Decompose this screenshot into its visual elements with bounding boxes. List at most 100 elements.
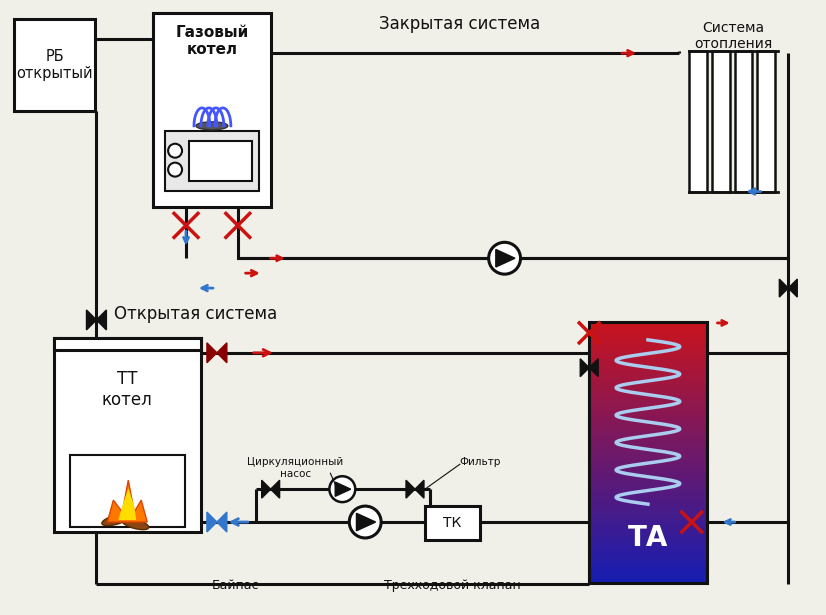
Bar (589, 411, 707, 417)
Polygon shape (262, 480, 271, 498)
Bar (589, 416, 707, 422)
Bar (589, 458, 707, 464)
Bar (589, 353, 707, 359)
Polygon shape (788, 279, 797, 297)
Bar (589, 567, 707, 573)
Bar (589, 504, 707, 510)
Polygon shape (217, 343, 227, 363)
Polygon shape (118, 488, 136, 520)
Bar (589, 395, 707, 401)
Polygon shape (780, 279, 788, 297)
Text: Система
отопления: Система отопления (695, 22, 772, 52)
Bar (589, 369, 707, 375)
Ellipse shape (102, 514, 129, 526)
Bar (589, 363, 707, 370)
Polygon shape (87, 310, 97, 330)
Polygon shape (97, 310, 107, 330)
Polygon shape (217, 512, 227, 532)
Polygon shape (207, 512, 217, 532)
Bar (54, 338, 201, 350)
Bar (589, 494, 707, 500)
Bar (589, 384, 707, 391)
Bar (712, 51, 729, 191)
Bar (589, 552, 707, 558)
Bar (589, 322, 707, 328)
Text: Открытая система: Открытая система (114, 305, 278, 323)
Text: ТА: ТА (628, 525, 668, 552)
Bar (589, 510, 707, 516)
Bar (589, 338, 707, 344)
Text: Газовый
котел: Газовый котел (175, 25, 249, 57)
Text: РБ
открытый: РБ открытый (17, 49, 93, 81)
Text: Закрытая система: Закрытая система (379, 15, 540, 33)
Bar (589, 468, 707, 474)
Polygon shape (357, 514, 376, 531)
Text: Циркуляционный
насос: Циркуляционный насос (248, 458, 344, 479)
Circle shape (169, 144, 182, 157)
Bar (589, 462, 707, 469)
Bar (589, 483, 707, 490)
Bar (425, 506, 480, 540)
Polygon shape (415, 480, 424, 498)
Bar (589, 557, 707, 563)
Text: ТТ
котел: ТТ котел (102, 370, 153, 409)
Bar (734, 51, 752, 191)
Bar (589, 453, 707, 459)
Bar (189, 141, 252, 181)
Bar (589, 577, 707, 584)
Circle shape (489, 242, 520, 274)
Bar (589, 332, 707, 339)
Bar (14, 19, 96, 111)
Bar (589, 359, 707, 365)
Circle shape (349, 506, 381, 538)
Polygon shape (496, 250, 515, 267)
Bar (165, 131, 259, 191)
Bar (153, 14, 271, 207)
Polygon shape (207, 343, 217, 363)
Bar (589, 515, 707, 521)
Circle shape (169, 162, 182, 177)
Bar (589, 437, 707, 443)
Bar (689, 51, 707, 191)
Bar (589, 442, 707, 448)
Polygon shape (580, 359, 589, 376)
Bar (589, 405, 707, 411)
Bar (589, 536, 707, 542)
Ellipse shape (121, 518, 149, 530)
Bar (589, 541, 707, 547)
Bar (589, 426, 707, 432)
Bar (757, 51, 776, 191)
Bar (589, 348, 707, 354)
Bar (589, 489, 707, 495)
Bar (589, 379, 707, 386)
Circle shape (330, 476, 355, 502)
Ellipse shape (196, 122, 228, 130)
Bar (589, 432, 707, 438)
Bar (589, 322, 707, 583)
Bar (589, 520, 707, 526)
Polygon shape (335, 482, 351, 496)
Bar (589, 573, 707, 579)
Polygon shape (406, 480, 415, 498)
Bar (589, 343, 707, 349)
Bar (589, 546, 707, 552)
Bar (589, 447, 707, 453)
Bar (589, 499, 707, 506)
Bar (589, 562, 707, 568)
Polygon shape (271, 480, 280, 498)
Text: Байпас: Байпас (212, 579, 259, 592)
Bar (589, 400, 707, 407)
Polygon shape (107, 480, 147, 522)
Bar (69, 455, 185, 527)
Bar (589, 374, 707, 380)
Text: Трехходовой клапан: Трехходовой клапан (384, 579, 520, 592)
Bar (589, 478, 707, 485)
Bar (589, 390, 707, 396)
Bar (589, 421, 707, 427)
Bar (589, 531, 707, 537)
Bar (54, 338, 201, 532)
Text: Фильтр: Фильтр (460, 458, 501, 467)
Bar (589, 525, 707, 531)
Text: ТК: ТК (444, 516, 462, 530)
Bar (589, 327, 707, 333)
